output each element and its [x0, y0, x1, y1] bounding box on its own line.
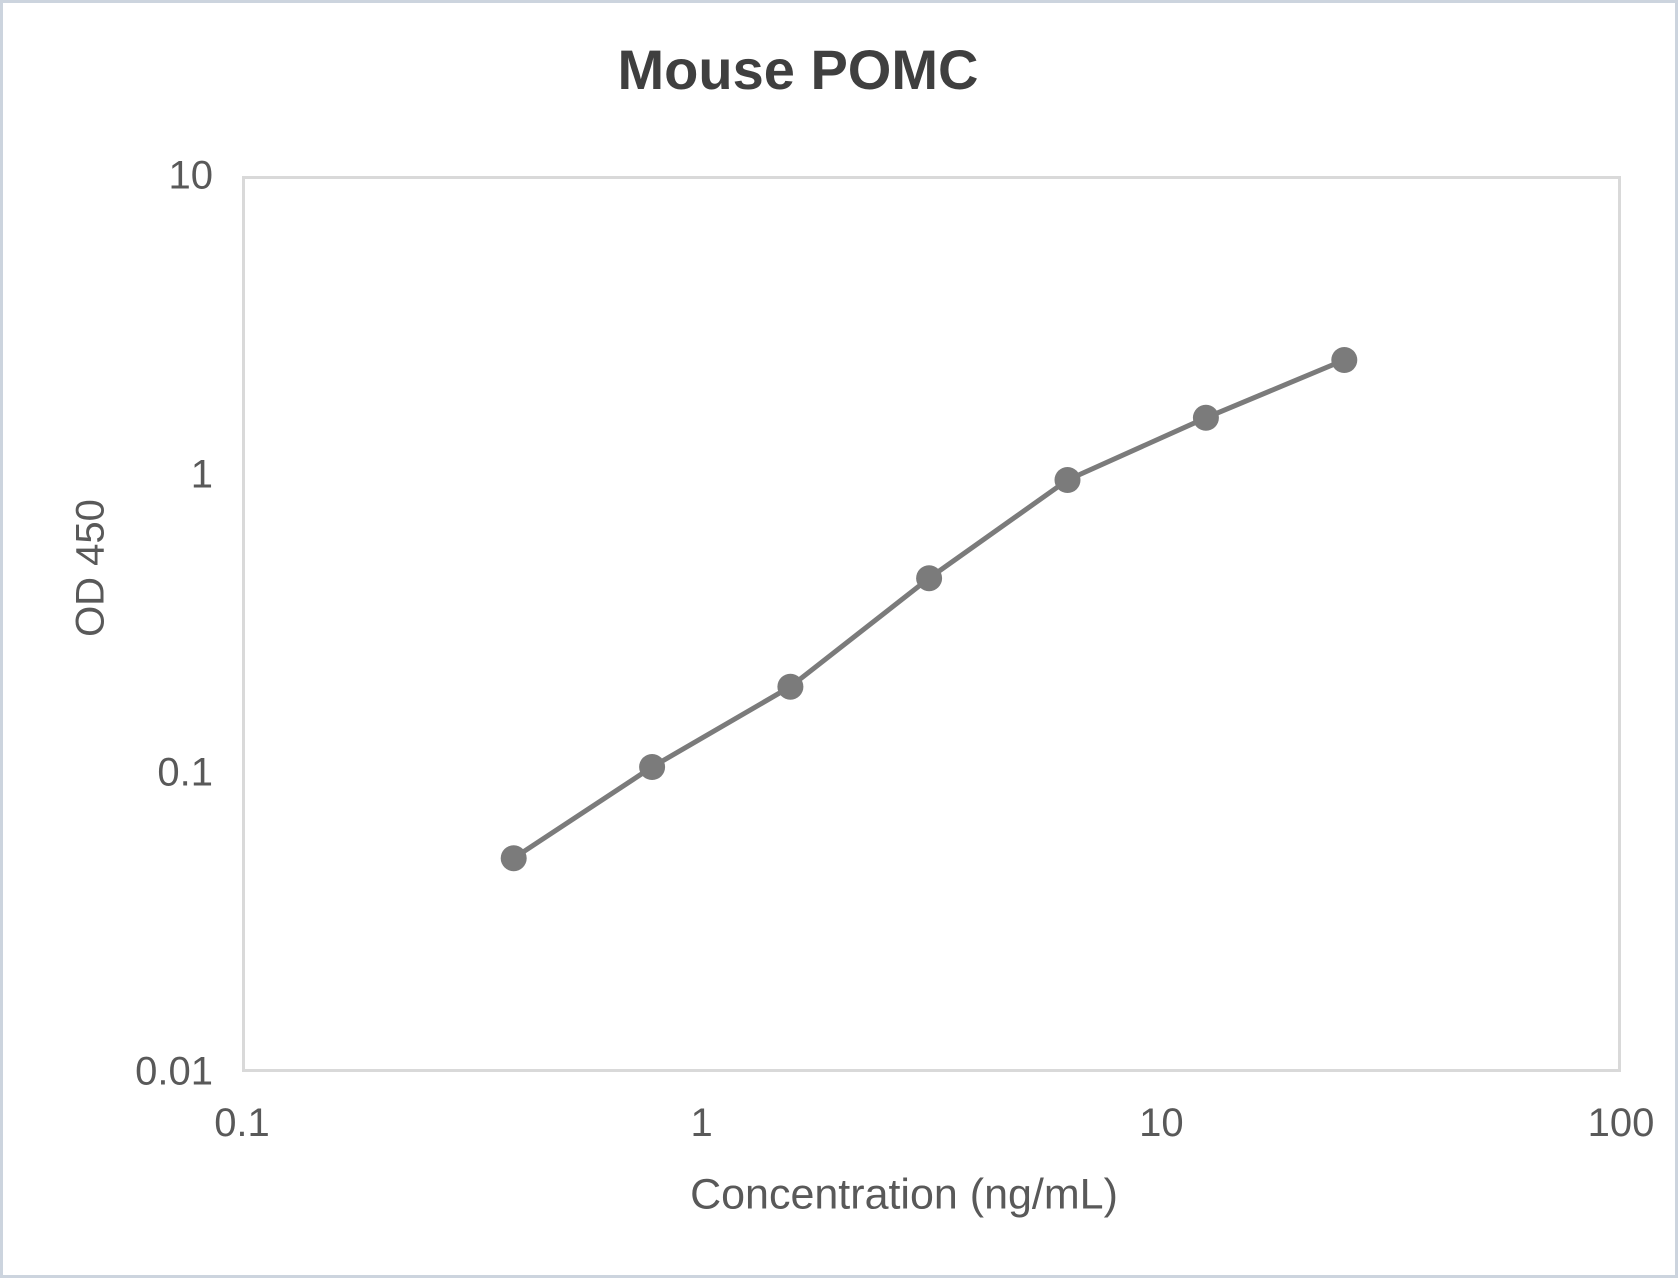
x-axis-title: Concentration (ng/mL)	[690, 1170, 1118, 1219]
x-tick-label: 100	[1587, 1101, 1655, 1145]
chart-title: Mouse POMC	[617, 38, 979, 101]
y-tick-label: 0.1	[157, 750, 213, 795]
y-tick-label: 1	[190, 452, 213, 497]
x-tick-label: 0.1	[214, 1101, 270, 1145]
x-tick-label: 10	[1139, 1101, 1184, 1145]
plot-area	[242, 176, 1621, 1072]
x-tick-label: 1	[690, 1101, 713, 1145]
y-axis-title: OD 450	[68, 499, 113, 637]
y-tick-label: 0.01	[135, 1049, 213, 1094]
y-tick-label: 10	[168, 153, 214, 198]
